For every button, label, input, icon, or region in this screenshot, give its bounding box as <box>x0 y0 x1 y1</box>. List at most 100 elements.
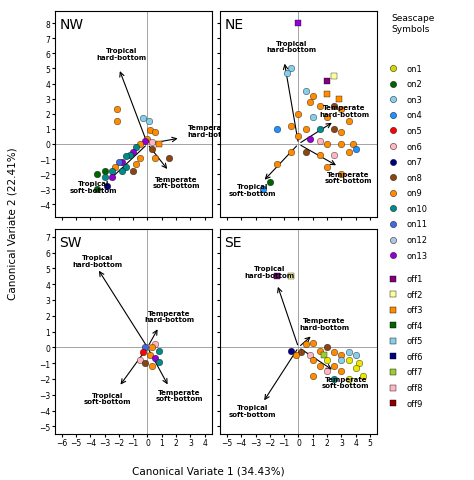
Text: on13: on13 <box>406 251 428 260</box>
Point <box>330 363 338 371</box>
Point <box>337 368 345 375</box>
Text: off5: off5 <box>406 336 423 346</box>
Text: off3: off3 <box>406 306 423 314</box>
Point <box>146 127 154 135</box>
Point <box>309 372 317 380</box>
Text: Tropical
soft-bottom: Tropical soft-bottom <box>84 392 131 404</box>
Point <box>137 141 144 148</box>
Point <box>330 375 338 383</box>
Text: SE: SE <box>225 236 242 250</box>
Point <box>94 186 101 194</box>
Point <box>309 93 317 100</box>
Point <box>355 360 362 367</box>
Point <box>302 148 310 156</box>
Point <box>330 348 338 356</box>
Point <box>349 141 356 148</box>
Point <box>108 174 116 182</box>
Text: on9: on9 <box>406 189 422 198</box>
Point <box>337 129 345 136</box>
Point <box>139 348 147 356</box>
Point <box>337 171 345 179</box>
Point <box>306 98 314 106</box>
Point <box>114 106 121 114</box>
Point <box>288 123 295 131</box>
Point <box>115 159 123 167</box>
Point <box>141 344 148 351</box>
Point <box>141 138 148 145</box>
Point <box>118 159 126 167</box>
Point <box>151 355 158 362</box>
Point <box>148 139 155 147</box>
Point <box>345 148 352 156</box>
Text: on3: on3 <box>406 96 422 105</box>
Text: Tropical
soft-bottom: Tropical soft-bottom <box>229 405 276 417</box>
Point <box>316 151 324 159</box>
Point <box>323 357 331 364</box>
Point <box>345 348 352 356</box>
Point <box>302 341 310 348</box>
Point <box>316 103 324 111</box>
Point <box>337 357 345 364</box>
Point <box>323 141 331 148</box>
Text: on12: on12 <box>406 236 428 244</box>
Point <box>118 168 126 176</box>
Point <box>151 155 158 162</box>
Point <box>288 148 295 156</box>
Point <box>306 136 314 144</box>
Point <box>137 155 144 162</box>
Point <box>309 339 317 347</box>
Text: Temperate
hard-bottom: Temperate hard-bottom <box>144 310 194 323</box>
Point <box>323 114 331 121</box>
Point <box>345 118 352 126</box>
Text: off7: off7 <box>406 368 423 377</box>
Point <box>132 144 140 152</box>
Point <box>302 88 310 96</box>
Point <box>335 96 342 103</box>
Point <box>288 273 295 280</box>
Text: Tropical
hard-bottom: Tropical hard-bottom <box>73 255 122 267</box>
Point <box>323 368 331 375</box>
Point <box>129 148 137 156</box>
Point <box>114 118 121 126</box>
Point <box>337 141 345 148</box>
Point <box>108 168 116 176</box>
Text: off9: off9 <box>406 399 423 408</box>
Point <box>337 106 345 114</box>
Point <box>320 352 328 360</box>
Point <box>151 341 158 348</box>
Point <box>316 126 324 133</box>
Text: on1: on1 <box>406 64 422 73</box>
Point <box>155 347 163 355</box>
Text: Temperate
soft-bottom: Temperate soft-bottom <box>322 376 369 389</box>
Point <box>352 364 359 372</box>
Point <box>259 186 266 194</box>
Point <box>295 20 302 28</box>
Point <box>316 347 324 355</box>
Point <box>288 347 295 355</box>
Text: Temperate
soft-bottom: Temperate soft-bottom <box>325 172 372 184</box>
Text: on11: on11 <box>406 220 428 229</box>
Point <box>148 344 155 351</box>
Point <box>323 164 331 171</box>
Text: SW: SW <box>59 236 82 250</box>
Text: Tropical
hard-bottom: Tropical hard-bottom <box>97 48 147 60</box>
Point <box>288 65 295 73</box>
Text: on6: on6 <box>406 142 422 151</box>
Text: Temperate
hard-bottom: Temperate hard-bottom <box>299 318 349 330</box>
Point <box>337 352 345 360</box>
Text: Temperate
hard-bottom: Temperate hard-bottom <box>319 105 369 118</box>
Point <box>345 357 352 364</box>
Point <box>309 357 317 364</box>
Point <box>302 126 310 133</box>
Text: NW: NW <box>59 18 83 32</box>
Point <box>127 151 134 159</box>
Point <box>155 358 163 366</box>
Point <box>352 145 359 153</box>
Point <box>141 360 148 367</box>
Point <box>352 352 359 360</box>
Text: on5: on5 <box>406 127 422 136</box>
Text: on4: on4 <box>406 111 422 120</box>
Text: off6: off6 <box>406 352 423 361</box>
Point <box>359 372 366 380</box>
Point <box>104 183 111 191</box>
